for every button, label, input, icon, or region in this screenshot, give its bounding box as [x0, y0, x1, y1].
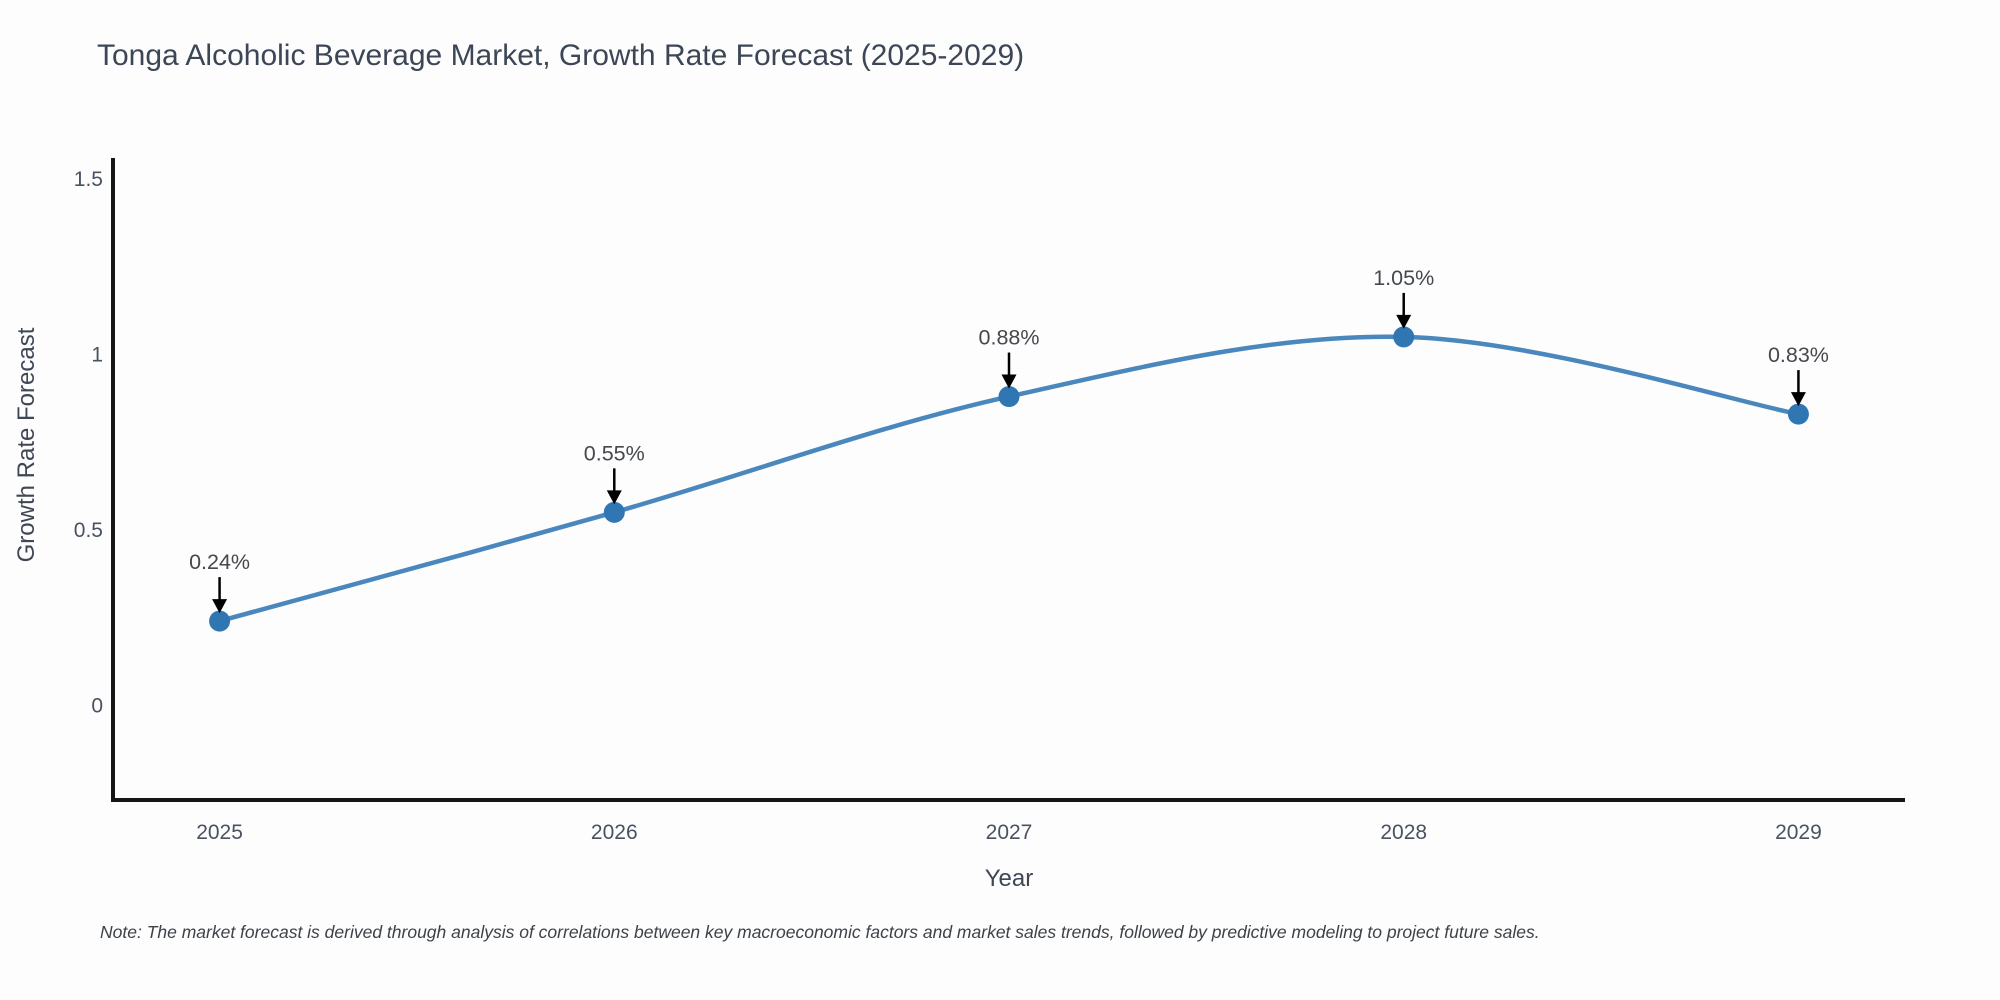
annotation-arrow-head — [1396, 314, 1412, 329]
x-tick-label: 2028 — [1380, 821, 1427, 844]
data-point-2028 — [1393, 326, 1415, 348]
y-tick-label: 0 — [91, 694, 103, 717]
x-axis-title: Year — [985, 865, 1034, 892]
x-tick-label: 2025 — [196, 821, 243, 844]
chart-footnote: Note: The market forecast is derived thr… — [100, 922, 1540, 942]
point-value-label: 0.83% — [1768, 343, 1829, 367]
data-point-2025 — [209, 610, 231, 632]
data-point-2029 — [1787, 403, 1809, 425]
y-tick-label: 1.5 — [74, 168, 103, 191]
annotation-arrow-head — [606, 490, 622, 505]
annotation-arrow-head — [212, 599, 228, 614]
x-tick-label: 2026 — [591, 821, 638, 844]
chart-title: Tonga Alcoholic Beverage Market, Growth … — [97, 39, 1024, 72]
point-value-label: 0.88% — [979, 326, 1040, 350]
y-axis-tick-labels: 0 0.5 1 1.5 — [74, 168, 103, 717]
point-value-label: 0.24% — [189, 550, 250, 574]
x-tick-label: 2029 — [1775, 821, 1822, 844]
y-tick-label: 1 — [91, 343, 103, 366]
y-tick-label: 0.5 — [74, 519, 103, 542]
data-point-2027 — [998, 386, 1020, 408]
annotation-arrow-head — [1001, 374, 1017, 389]
data-point-2026 — [603, 501, 625, 523]
point-value-label: 0.55% — [584, 441, 645, 465]
y-axis-title: Growth Rate Forecast — [13, 327, 40, 562]
point-value-label: 1.05% — [1373, 266, 1434, 290]
point-annotations: 0.24% 0.55% 0.88% 1.05% 0.83% — [189, 266, 1829, 614]
x-tick-label: 2027 — [986, 821, 1033, 844]
annotation-arrow-head — [1790, 392, 1806, 407]
data-point-markers — [209, 326, 1809, 632]
x-axis-tick-labels: 2025 2026 2027 2028 2029 — [196, 821, 1822, 844]
